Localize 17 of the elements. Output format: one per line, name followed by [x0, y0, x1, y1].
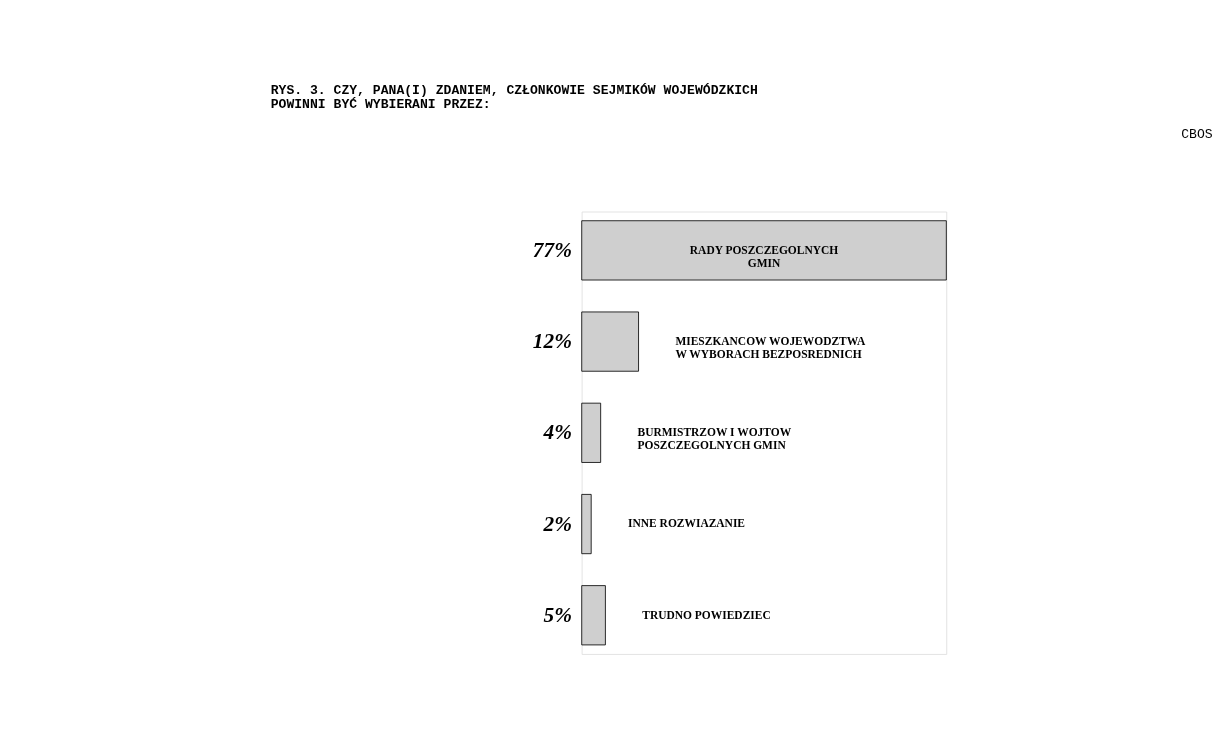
bar [581, 311, 639, 372]
y-tick-label: INNE ROZWIAZANIE [628, 517, 746, 530]
bar [581, 220, 947, 281]
data-label: 4% [542, 420, 572, 445]
y-tick-label: TRUDNO POWIEDZIEC [642, 608, 771, 621]
data-label: 5% [543, 602, 572, 627]
bar [581, 585, 606, 646]
bar [581, 493, 592, 555]
y-tick-label: MIESZKANCOW WOJEWODZTWA W WYBORACH BEZPOSREDNICH [675, 334, 866, 360]
chart-title: RYS. 3. CZY, PANA(I) ZDANIEM, CZŁONKOWIE SEJMIKÓW WOJEWÓDZKICH POWINNI BYĆ WYBIERANI PRZEZ: [270, 82, 758, 113]
text: CBOS [1181, 126, 1213, 142]
data-label: 2% [542, 511, 572, 536]
y-tick-label: BURMISTRZOW I WOJTOW POSZCZEGOLNYCH GMIN [637, 426, 792, 452]
y-tick-label: RADY POSZCZEGOLNYCH GMIN [689, 243, 839, 269]
bar [581, 402, 602, 463]
data-label: 77% [532, 237, 572, 262]
data-label: 12% [532, 329, 572, 354]
